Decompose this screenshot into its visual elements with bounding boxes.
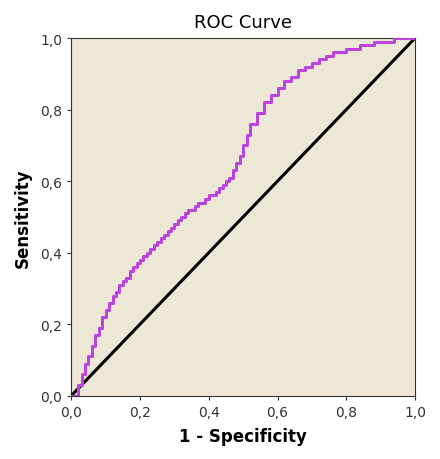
Title: ROC Curve: ROC Curve [194,14,292,32]
Y-axis label: Sensitivity: Sensitivity [14,168,32,267]
X-axis label: 1 - Specificity: 1 - Specificity [179,427,307,445]
